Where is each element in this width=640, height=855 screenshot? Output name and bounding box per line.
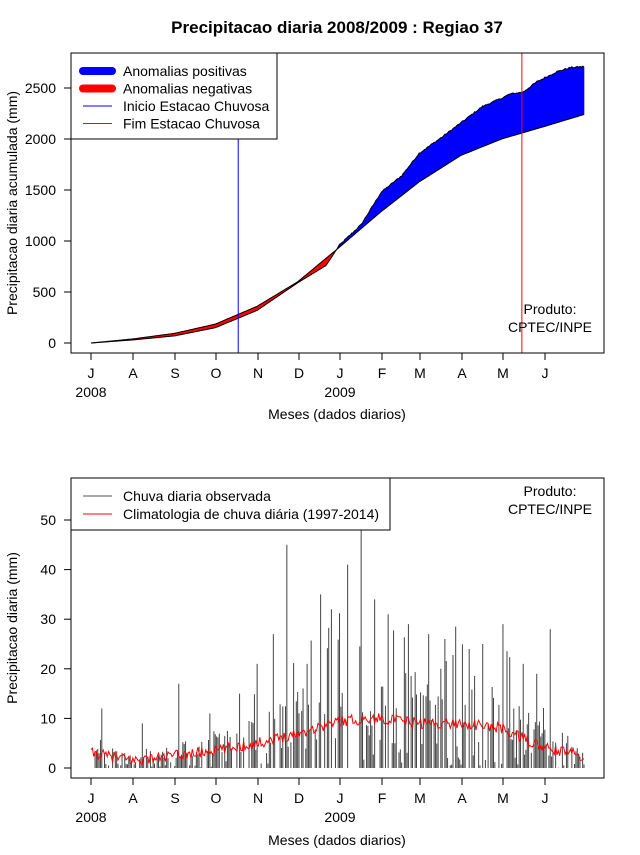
accumulated-year-label: 2009 [324, 384, 355, 400]
daily-xtick-label: J [88, 790, 95, 806]
daily-ytick-label: 50 [40, 512, 56, 528]
accumulated-ytick-label: 500 [33, 284, 57, 300]
daily-xtick-label: M [497, 790, 509, 806]
daily-year-label: 2008 [75, 809, 106, 825]
daily-product-label: Produto: [524, 483, 577, 499]
daily-ytick-label: 10 [40, 710, 56, 726]
accumulated-ytick-label: 2000 [25, 131, 56, 147]
accumulated-xtick-label: J [542, 365, 549, 381]
daily-xtick-label: N [253, 790, 263, 806]
accumulated-y-axis: 0 500 1000 1500 2000 2500 [25, 80, 71, 351]
positive-anomaly-segment [583, 66, 584, 115]
daily-xtick-label: F [378, 790, 387, 806]
legend-label: Anomalias positivas [123, 63, 247, 79]
daily-year-label: 2009 [324, 809, 355, 825]
accumulated-panel: 0 500 1000 1500 2000 2500 J A S O N D J F M A M J 2008 200… [4, 53, 604, 422]
accumulated-year-label: 2008 [75, 384, 106, 400]
daily-y-axis: 0 10 20 30 40 50 [40, 512, 71, 776]
daily-xtick-label: J [542, 790, 549, 806]
accumulated-ytick-label: 0 [48, 335, 56, 351]
accumulated-product-label: Produto: [524, 301, 577, 317]
daily-legend: Chuva diaria observada Climatologia de ch… [71, 478, 390, 530]
accumulated-ytick-label: 1000 [25, 233, 56, 249]
accumulated-legend: Anomalias positivas Anomalias negativasIn… [71, 53, 277, 139]
chart-title: Precipitacao diaria 2008/2009 : Regiao 3… [171, 18, 503, 37]
daily-legend-box [71, 478, 390, 530]
daily-ytick-label: 20 [40, 661, 56, 677]
accumulated-xtick-label: N [253, 365, 263, 381]
accumulated-xtick-label: J [88, 365, 95, 381]
daily-ytick-label: 0 [48, 760, 56, 776]
accumulated-xtick-label: S [170, 365, 179, 381]
daily-xtick-label: A [457, 790, 467, 806]
legend-label: Fim Estacao Chuvosa [123, 116, 260, 132]
daily-ytick-label: 30 [40, 611, 56, 627]
accumulated-product-source: CPTEC/INPE [508, 319, 592, 335]
climatology-accumulated-line [91, 115, 584, 344]
daily-product-source: CPTEC/INPE [508, 501, 592, 517]
daily-bars [95, 505, 584, 768]
legend-label: Anomalias negativas [123, 81, 252, 97]
accumulated-xtick-label: F [378, 365, 387, 381]
accumulated-x-axis: J A S O N D J F M A M J 2008 2009 [75, 353, 548, 400]
accumulated-xtick-label: D [294, 365, 304, 381]
daily-xtick-label: O [211, 790, 222, 806]
accumulated-xtick-label: O [211, 365, 222, 381]
accumulated-xtick-label: M [414, 365, 426, 381]
accumulated-xtick-label: A [457, 365, 467, 381]
accumulated-ytick-label: 1500 [25, 182, 56, 198]
legend-label: Climatologia de chuva diária (1997-2014) [123, 506, 379, 522]
accumulated-xtick-label: M [497, 365, 509, 381]
accumulated-xtick-label: A [128, 365, 138, 381]
accumulated-x-label: Meses (dados diarios) [268, 406, 406, 422]
accumulated-xtick-label: J [337, 365, 344, 381]
daily-xtick-label: A [128, 790, 138, 806]
accumulated-y-label: Precipitacao diaria acumulada (mm) [4, 91, 20, 315]
daily-y-label: Precipitacao diaria (mm) [4, 552, 20, 704]
daily-xtick-label: S [170, 790, 179, 806]
daily-xtick-label: D [294, 790, 304, 806]
daily-xtick-label: J [337, 790, 344, 806]
accumulated-ytick-label: 2500 [25, 80, 56, 96]
daily-x-axis: J A S O N D J F M A M J 2008 2009 [75, 778, 548, 825]
daily-xtick-label: M [414, 790, 426, 806]
daily-panel: 0 10 20 30 40 50 J A S O N D J F M A M J 2008 2009 Meses (… [4, 478, 604, 848]
daily-ytick-label: 40 [40, 562, 56, 578]
legend-label: Chuva diaria observada [123, 488, 271, 504]
daily-x-label: Meses (dados diarios) [268, 832, 406, 848]
legend-label: Inicio Estacao Chuvosa [123, 98, 270, 114]
